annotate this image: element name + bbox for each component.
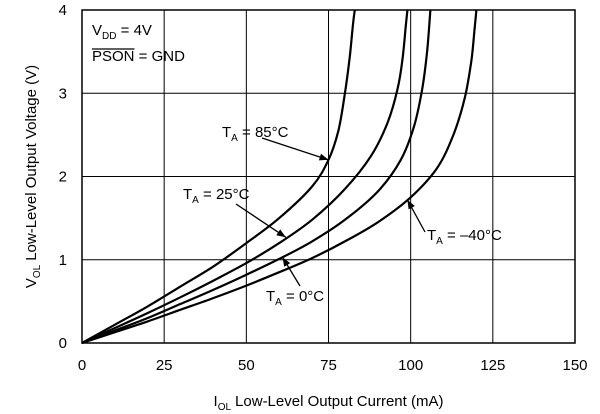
annotation-85c-label: TA = 85°C <box>222 124 289 144</box>
y-axis-title-text: Low-Level Output Voltage (V) <box>23 65 40 261</box>
x-tick-label: 75 <box>320 357 337 374</box>
y-tick-label: 2 <box>59 169 67 186</box>
x-axis-title-symbol: I <box>214 393 218 410</box>
annotation-85c-arrowhead <box>318 153 329 161</box>
condition-vdd-value: = 4V <box>116 22 151 39</box>
condition-pson: PSON = GND <box>92 48 185 65</box>
x-tick-label: 0 <box>78 357 86 374</box>
y-axis-title-subscript: OL <box>32 264 43 278</box>
annotation-minus40c: TA = –40°C <box>406 199 502 247</box>
annotation-minus40c-label: TA = –40°C <box>427 227 502 247</box>
annotation-85c: TA = 85°C <box>222 124 329 161</box>
series-minus40c-curve <box>81 9 478 345</box>
x-tick-label: 50 <box>238 357 255 374</box>
annotation-25c-label: TA = 25°C <box>183 186 250 206</box>
series-85c-curve <box>81 9 356 344</box>
y-axis-title: VOL Low-Level Output Voltage (V) <box>23 65 43 288</box>
y-axis-title-symbol: V <box>23 278 40 288</box>
annotation-0c-arrowhead <box>282 257 291 267</box>
y-tick-label: 0 <box>59 335 67 352</box>
condition-pson-value: = GND <box>135 48 186 65</box>
y-tick-label: 4 <box>59 2 67 19</box>
series-curves <box>81 9 478 345</box>
annotation-minus40c-arrowhead <box>407 199 415 210</box>
tick-labels: 0 25 50 75 100 125 150 0 1 2 3 4 <box>59 2 588 374</box>
annotation-85c-arrow <box>261 137 329 161</box>
y-tick-label: 3 <box>59 85 67 102</box>
annotation-0c: TA = 0°C <box>266 256 324 308</box>
condition-vdd: VDD = 4V <box>92 22 152 42</box>
series-annotations: TA = 85°C TA = 25°C TA = 0°C TA = –40°C <box>183 124 502 308</box>
x-tick-label: 125 <box>480 357 505 374</box>
condition-pson-symbol: PSON <box>92 48 135 65</box>
annotation-0c-label: TA = 0°C <box>266 288 324 308</box>
x-axis-title-text: Low-Level Output Current (mA) <box>235 393 443 410</box>
plot-frame <box>81 9 576 344</box>
annotation-25c-arrowhead <box>276 229 286 238</box>
y-tick-label: 1 <box>59 252 67 269</box>
series-25c-curve <box>81 9 409 345</box>
series-0c-curve <box>81 9 432 345</box>
test-conditions: VDD = 4V PSON = GND <box>92 22 185 65</box>
condition-vdd-symbol: V <box>92 22 102 39</box>
grid-lines <box>82 10 575 343</box>
condition-vdd-subscript: DD <box>102 31 116 42</box>
annotation-25c: TA = 25°C <box>183 186 287 238</box>
x-tick-label: 150 <box>562 357 587 374</box>
x-axis-title-subscript: OL <box>218 402 232 413</box>
x-tick-label: 25 <box>156 357 173 374</box>
x-axis-title: IOL Low-Level Output Current (mA) <box>214 393 444 413</box>
x-tick-label: 100 <box>398 357 423 374</box>
annotation-25c-arrow <box>235 203 287 238</box>
